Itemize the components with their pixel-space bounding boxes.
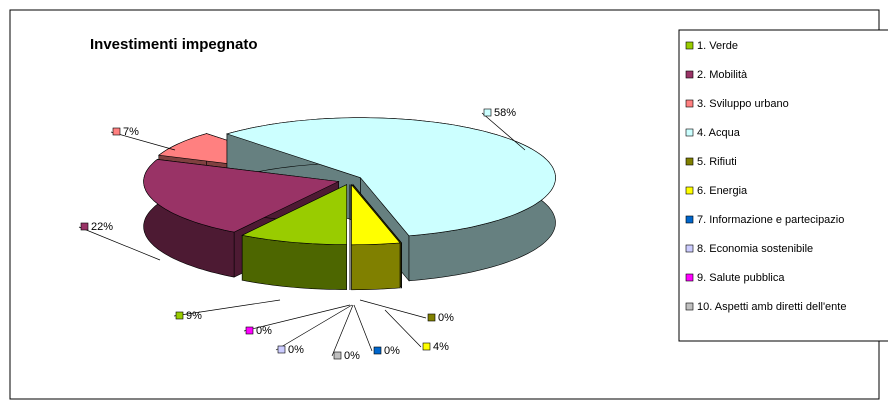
data-label: 7% bbox=[123, 126, 139, 138]
leader-line bbox=[481, 112, 526, 151]
legend-swatch bbox=[685, 128, 694, 137]
data-label: 0% bbox=[438, 312, 454, 324]
label-swatch bbox=[175, 311, 184, 320]
legend-label: 7. Informazione e partecipazio bbox=[697, 214, 844, 226]
leader-line bbox=[78, 226, 161, 261]
legend-label: 2. Mobilità bbox=[697, 69, 748, 81]
data-label: 0% bbox=[384, 345, 400, 357]
legend-box bbox=[678, 29, 888, 342]
legend-swatch bbox=[685, 157, 694, 166]
slice bbox=[225, 117, 556, 237]
slice bbox=[352, 184, 402, 243]
slice bbox=[241, 184, 347, 245]
pie: 9% 22% 7% 58% 0% 4% 0% 0% 0% 0% bbox=[78, 107, 556, 362]
legend-label: 3. Sviluppo urbano bbox=[697, 98, 789, 110]
label-swatch bbox=[427, 313, 436, 322]
legend-label: 10. Aspetti amb diretti dell'ente bbox=[697, 301, 846, 313]
legend: 1. Verde 2. Mobilità 3. Sviluppo urbano 4. … bbox=[685, 40, 846, 313]
label-swatch bbox=[277, 345, 286, 354]
legend-swatch bbox=[685, 99, 694, 108]
data-label: 0% bbox=[288, 344, 304, 356]
leader-line bbox=[243, 304, 351, 332]
leader-line bbox=[359, 299, 427, 319]
leader-line bbox=[384, 309, 422, 348]
label-swatch bbox=[333, 351, 342, 360]
legend-swatch bbox=[685, 302, 694, 311]
leader-line bbox=[353, 304, 373, 352]
label-swatch bbox=[245, 326, 254, 335]
data-label: 4% bbox=[433, 341, 449, 353]
chart-title: Investimenti impegnato bbox=[90, 36, 258, 53]
data-label: 22% bbox=[91, 221, 113, 233]
label-swatch bbox=[80, 222, 89, 231]
legend-swatch bbox=[685, 41, 694, 50]
label-swatch bbox=[483, 108, 492, 117]
legend-swatch bbox=[685, 215, 694, 224]
leader-line bbox=[173, 299, 281, 317]
data-label: 0% bbox=[256, 325, 272, 337]
slice bbox=[143, 159, 340, 233]
leader-line bbox=[331, 304, 354, 357]
label-swatch bbox=[112, 127, 121, 136]
legend-label: 4. Acqua bbox=[697, 127, 741, 139]
legend-swatch bbox=[685, 70, 694, 79]
legend-label: 1. Verde bbox=[697, 40, 738, 52]
leader-line bbox=[275, 304, 353, 351]
legend-label: 8. Economia sostenibile bbox=[697, 243, 813, 255]
legend-label: 6. Energia bbox=[697, 185, 748, 197]
leader-line bbox=[110, 131, 176, 151]
slice bbox=[351, 183, 401, 246]
legend-swatch bbox=[685, 273, 694, 282]
legend-swatch bbox=[685, 244, 694, 253]
legend-label: 9. Salute pubblica bbox=[697, 272, 785, 284]
slice-side bbox=[351, 242, 401, 291]
data-label: 58% bbox=[494, 107, 516, 119]
data-label: 0% bbox=[344, 350, 360, 362]
legend-swatch bbox=[685, 186, 694, 195]
slice bbox=[351, 183, 401, 291]
label-swatch bbox=[422, 342, 431, 351]
legend-label: 5. Rifiuti bbox=[697, 156, 737, 168]
label-swatch bbox=[373, 346, 382, 355]
data-label: 9% bbox=[186, 310, 202, 322]
slice bbox=[241, 184, 347, 290]
